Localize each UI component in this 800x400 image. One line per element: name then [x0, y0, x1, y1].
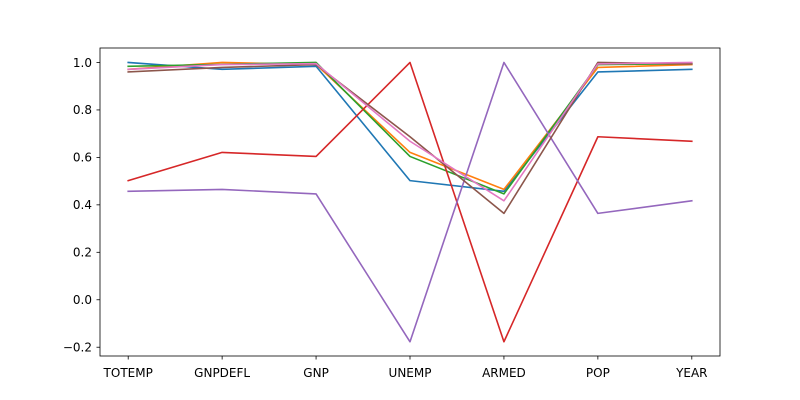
y-tick-label: 0.2: [73, 246, 92, 260]
y-tick-label: 0.0: [73, 293, 92, 307]
x-tick-label: TOTEMP: [103, 366, 153, 380]
series-line-totemp: [127, 61, 693, 193]
y-tick-label: −0.2: [63, 341, 92, 355]
y-tick-label: 0.8: [73, 103, 92, 117]
x-tick-label: GNP: [303, 366, 329, 380]
series-line-gnp: [127, 61, 693, 195]
x-axis: TOTEMP GNPDEFL GNP UNEMP ARMED POP YEAR: [103, 356, 708, 380]
y-tick-label: 0.4: [73, 198, 92, 212]
y-axis: −0.2 0.0 0.2 0.4 0.6 0.8 1.0: [63, 56, 100, 355]
plot-frame: [99, 47, 721, 357]
y-tick-label: 1.0: [73, 56, 92, 70]
series-line-unemp: [127, 61, 693, 343]
series-layer: [127, 61, 693, 343]
series-line-pop: [127, 61, 693, 215]
series-line-armed: [127, 61, 693, 343]
y-tick-label: 0.6: [73, 151, 92, 165]
x-tick-label: YEAR: [675, 366, 707, 380]
series-line-year: [127, 61, 693, 202]
x-tick-label: GNPDEFL: [194, 366, 250, 380]
series-line-gnpdefl: [127, 61, 693, 191]
x-tick-label: ARMED: [482, 366, 526, 380]
x-tick-label: UNEMP: [389, 366, 432, 380]
x-tick-label: POP: [586, 366, 610, 380]
